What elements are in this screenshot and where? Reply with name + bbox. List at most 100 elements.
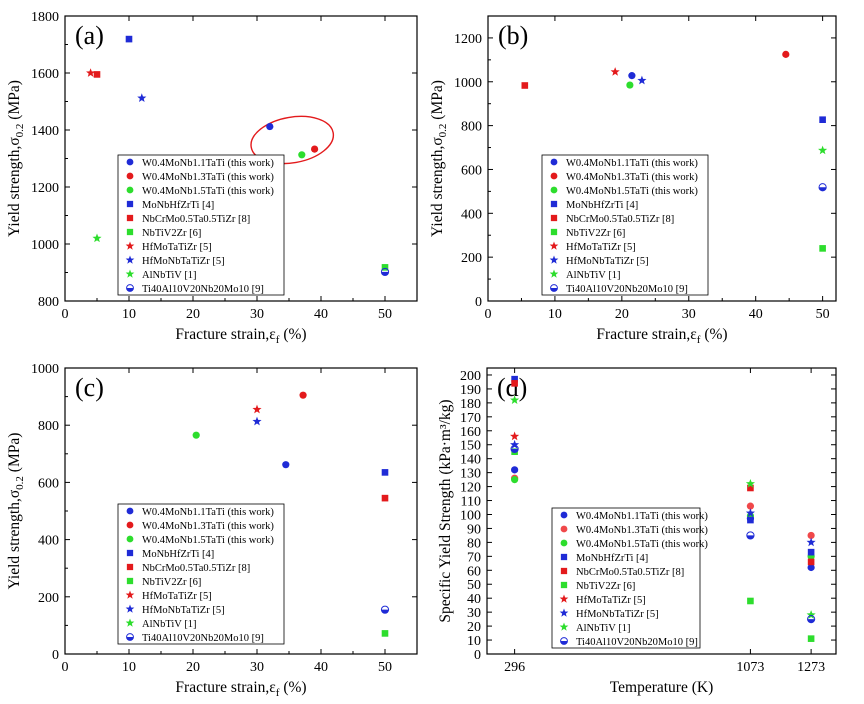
legend-box [117, 503, 285, 645]
legend-label: MoNbHfZrTi [4] [142, 549, 214, 560]
x-tick-label: 0 [62, 660, 69, 675]
panel-label: (a) [75, 21, 104, 50]
legend-marker [125, 269, 135, 278]
x-tick-label: 40 [749, 307, 763, 322]
panel-label: (b) [498, 21, 528, 50]
data-point [381, 494, 389, 502]
x-tick-label: 40 [314, 307, 328, 322]
y-axis-title-script: 0.2 [437, 124, 449, 138]
legend-marker [126, 563, 134, 571]
plot-frame [487, 15, 837, 302]
legend-label: W0.4MoNb1.5TaTi (this work) [566, 186, 698, 197]
data-point [510, 444, 519, 454]
y-tick-label: 140 [460, 453, 481, 468]
y-tick-label: 1000 [31, 238, 59, 253]
data-point [86, 68, 96, 77]
y-tick-label: 30 [467, 606, 481, 621]
legend: W0.4MoNb1.1TaTi (this work) W0.4MoNb1.3Ta… [117, 503, 285, 645]
legend-marker [125, 255, 135, 264]
legend-marker [559, 608, 569, 617]
legend-label: NbCrMo0.5Ta0.5TiZr [8] [142, 214, 250, 225]
x-tick-label: 1273 [797, 660, 825, 675]
legend-label: W0.4MoNb1.5TaTi (this work) [142, 186, 274, 197]
x-axis-title-part: Fracture strain,ε [175, 326, 276, 343]
legend-marker [126, 158, 134, 166]
y-tick-label: 1000 [31, 362, 59, 377]
legend-label: Ti40Al10V20Nb20Mo10 [9] [566, 284, 688, 295]
legend-marker [550, 186, 558, 194]
legend-marker [560, 511, 568, 519]
y-axis-title-part: (MPa) [429, 80, 446, 123]
y-tick-label: 120 [460, 481, 481, 496]
legend-label: Ti40Al10V20Nb20Mo10 [9] [142, 284, 264, 295]
y-tick-label: 600 [38, 476, 59, 491]
legend-label: AlNbTiV [1] [566, 270, 621, 281]
y-tick-label: 90 [467, 522, 481, 537]
x-tick-label: 40 [314, 660, 328, 675]
legend-label: W0.4MoNb1.5TaTi (this work) [142, 535, 274, 546]
y-axis-title-part: (MPa) [6, 433, 23, 476]
legend-marker [126, 577, 134, 585]
legend-label: HfMoTaTiZr [5] [142, 591, 212, 602]
x-tick-label: 0 [62, 307, 69, 322]
data-point [818, 145, 828, 155]
data-point [298, 151, 306, 159]
legend-marker [550, 200, 558, 208]
legend-marker [550, 284, 558, 292]
data-point [252, 416, 262, 426]
data-point [745, 479, 755, 488]
data-point-outline [807, 615, 816, 624]
legend-marker [560, 539, 568, 547]
legend-marker-outline [560, 637, 568, 645]
panel-d: 296 1073 127301020304050607080901001101201… [437, 367, 837, 696]
y-axis-title: Yield strength,σ0.2 (MPa) [6, 80, 26, 237]
y-tick-label: 110 [461, 495, 481, 510]
legend: W0.4MoNb1.1TaTi (this work) W0.4MoNb1.3Ta… [551, 507, 708, 649]
data-point [807, 558, 815, 566]
y-tick-label: 0 [475, 295, 482, 310]
legend-marker [550, 228, 558, 236]
data-point [819, 116, 826, 123]
x-axis-title-script: f [276, 334, 280, 346]
data-point [192, 431, 200, 439]
data-point-fill [807, 619, 815, 623]
legend-marker [559, 622, 569, 631]
data-point [252, 404, 262, 414]
y-tick-label: 800 [38, 419, 59, 434]
data-point [521, 82, 529, 89]
y-tick-label: 1400 [31, 124, 59, 139]
data-point [807, 531, 815, 540]
legend-label: W0.4MoNb1.1TaTi (this work) [566, 158, 698, 169]
y-tick-label: 150 [460, 439, 481, 454]
data-point [745, 508, 755, 517]
y-tick-label: 1600 [31, 67, 59, 82]
y-tick-label: 1800 [31, 10, 59, 25]
y-tick-label: 130 [460, 467, 481, 482]
data-point [819, 245, 826, 252]
legend-marker [550, 214, 558, 222]
data-point-outline [510, 444, 519, 454]
plot-frame [486, 367, 837, 655]
data-point [125, 35, 133, 43]
x-axis-title-part: Temperature (K) [610, 679, 713, 696]
legend-label: HfMoTaTiZr [5] [566, 242, 636, 253]
legend-marker [560, 553, 568, 561]
y-tick-label: 100 [460, 508, 481, 523]
data-point [282, 461, 290, 469]
y-tick-label: 1200 [31, 181, 59, 196]
x-axis-title-part: Fracture strain,ε [596, 326, 697, 343]
legend-marker [126, 228, 134, 236]
legend-marker-outline [126, 633, 134, 641]
legend-label: NbTiV2Zr [6] [142, 577, 201, 588]
legend-box [117, 154, 285, 296]
legend-label: MoNbHfZrTi [4] [142, 200, 214, 211]
x-tick-label: 20 [186, 660, 200, 675]
legend-box [541, 154, 709, 296]
data-point [92, 233, 102, 243]
data-point-fill [511, 448, 519, 453]
legend-label: W0.4MoNb1.3TaTi (this work) [142, 521, 274, 532]
y-tick-label: 80 [467, 536, 481, 551]
data-point [299, 391, 307, 399]
x-tick-label: 50 [816, 307, 830, 322]
legend-marker [126, 172, 134, 180]
